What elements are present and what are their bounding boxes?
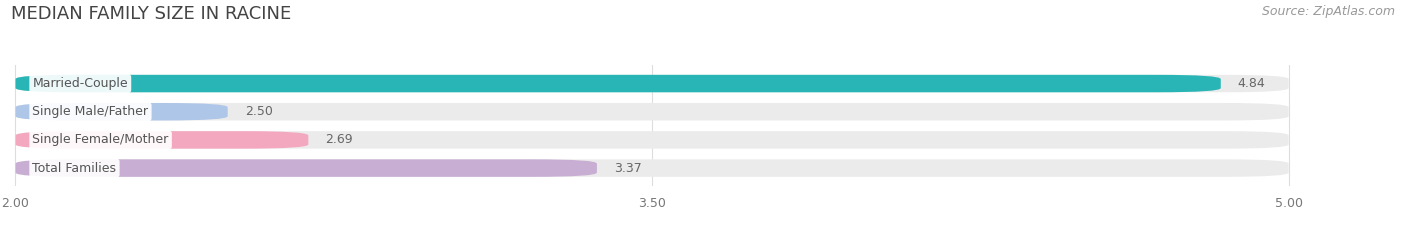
Text: 4.84: 4.84 [1237,77,1265,90]
Text: MEDIAN FAMILY SIZE IN RACINE: MEDIAN FAMILY SIZE IN RACINE [11,5,291,23]
FancyBboxPatch shape [15,103,228,120]
Text: 2.69: 2.69 [325,134,353,146]
FancyBboxPatch shape [15,103,1289,120]
Text: Single Male/Father: Single Male/Father [32,105,149,118]
Text: 2.50: 2.50 [245,105,273,118]
Text: 3.37: 3.37 [614,161,641,175]
FancyBboxPatch shape [15,159,1289,177]
FancyBboxPatch shape [15,131,308,149]
FancyBboxPatch shape [15,75,1289,92]
Text: Total Families: Total Families [32,161,117,175]
Text: Married-Couple: Married-Couple [32,77,128,90]
Text: Single Female/Mother: Single Female/Mother [32,134,169,146]
Text: Source: ZipAtlas.com: Source: ZipAtlas.com [1261,5,1395,18]
FancyBboxPatch shape [15,75,1220,92]
FancyBboxPatch shape [15,131,1289,149]
FancyBboxPatch shape [15,159,598,177]
